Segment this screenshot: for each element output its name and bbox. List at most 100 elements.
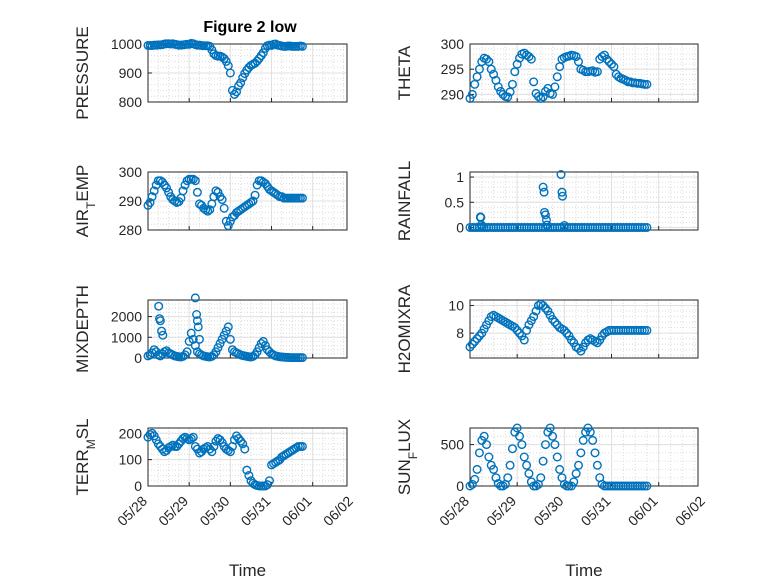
subplot-7: 0 100 200 05/28 05/29 05/30 05/31 06/01 06/02 Tim… (73, 418, 356, 580)
data-point (225, 216, 235, 226)
data-point (642, 222, 652, 232)
data-point (642, 481, 652, 491)
data-point (556, 170, 566, 180)
data-point (207, 447, 217, 457)
data-point (507, 444, 517, 454)
data-point (507, 79, 517, 89)
data-point (190, 441, 200, 451)
data-point (467, 479, 477, 489)
data-point (550, 317, 560, 327)
data-point (472, 464, 482, 474)
y-axis-label: MIXDEPTH (73, 285, 92, 373)
data-point (526, 54, 536, 64)
data-point (539, 187, 549, 197)
data-point (157, 444, 167, 454)
data-point (190, 293, 200, 303)
y-tick-label: 800 (119, 94, 143, 110)
data-point (217, 195, 227, 205)
data-point (531, 481, 541, 491)
data-point (559, 325, 569, 335)
y-tick-label: 300 (119, 164, 143, 180)
data-point (548, 314, 558, 324)
y-tick-label: 0 (134, 350, 142, 366)
x-tick-label: 05/31 (238, 493, 274, 529)
data-point (147, 428, 157, 438)
data-point (213, 187, 223, 197)
data-point (291, 443, 301, 453)
data-point (209, 441, 219, 451)
data-point (215, 435, 225, 445)
data-point (538, 301, 548, 311)
x-tick-label: 05/29 (155, 493, 191, 529)
data-point (519, 452, 529, 462)
data-point (562, 328, 572, 338)
y-tick-label: 0 (456, 219, 464, 235)
data-point (550, 440, 560, 450)
y-tick-label: 10 (448, 298, 464, 314)
subplot-3: 280 290 300 AIRTEMP (73, 164, 348, 238)
data-point (236, 78, 246, 88)
data-point (566, 335, 576, 345)
data-point (145, 197, 155, 207)
y-axis-label: AIRTEMP (73, 165, 98, 238)
x-tick-label: 05/30 (196, 493, 232, 529)
data-point (242, 465, 252, 475)
data-point (178, 186, 188, 196)
data-point (571, 52, 581, 62)
data-point (512, 59, 522, 69)
data-point (225, 68, 235, 78)
data-point (574, 460, 584, 470)
y-tick-label: 1 (456, 169, 464, 185)
data-point (188, 174, 198, 184)
data-point (467, 339, 477, 349)
data-point (524, 469, 534, 479)
data-point (510, 323, 520, 333)
subplot-4: 0 0.5 1 RAINFALL (395, 161, 699, 241)
data-point (205, 205, 215, 215)
data-point (297, 41, 307, 51)
data-point (548, 431, 558, 441)
data-point (246, 197, 256, 207)
y-tick-label: 200 (119, 425, 143, 441)
axes-box (147, 43, 348, 103)
data-point (190, 176, 200, 186)
data-point (186, 434, 196, 444)
data-point (225, 447, 235, 457)
x-tick-label: 05/28 (436, 493, 472, 529)
data-point (465, 342, 475, 352)
subplot-5: 0 1000 2000 MIXDEPTH (73, 285, 348, 373)
data-point (297, 353, 307, 363)
data-point (489, 69, 499, 79)
data-point (474, 331, 484, 341)
x-tick-label: 06/01 (625, 493, 661, 529)
data-point (585, 427, 595, 437)
data-point (219, 203, 229, 213)
data-point (552, 452, 562, 462)
y-axis-label: PRESSURE (73, 26, 92, 120)
y-tick-label: 2000 (111, 309, 142, 325)
data-point (484, 452, 494, 462)
data-point (192, 187, 202, 197)
data-point (157, 326, 167, 336)
data-point (221, 56, 231, 66)
data-point (592, 67, 602, 77)
x-tick-label: 05/30 (530, 493, 566, 529)
data-point (147, 192, 157, 202)
data-point (190, 341, 200, 351)
data-point (238, 439, 248, 449)
y-axis-label: SUNFLUX (395, 419, 420, 495)
data-point (522, 325, 532, 335)
data-point (597, 52, 607, 62)
x-tick-label: 06/02 (320, 493, 356, 529)
data-point (467, 89, 477, 99)
y-axis-label-subscript: F (406, 452, 420, 459)
data-point (538, 182, 548, 192)
data-point (188, 334, 198, 344)
data-point (297, 441, 307, 451)
x-tick-label: 05/31 (578, 493, 614, 529)
y-axis-label-rest: EMP (73, 165, 92, 202)
data-point (536, 473, 546, 483)
figure-title: Figure 2 low (203, 19, 297, 36)
data-point (225, 334, 235, 344)
data-point (211, 436, 221, 446)
